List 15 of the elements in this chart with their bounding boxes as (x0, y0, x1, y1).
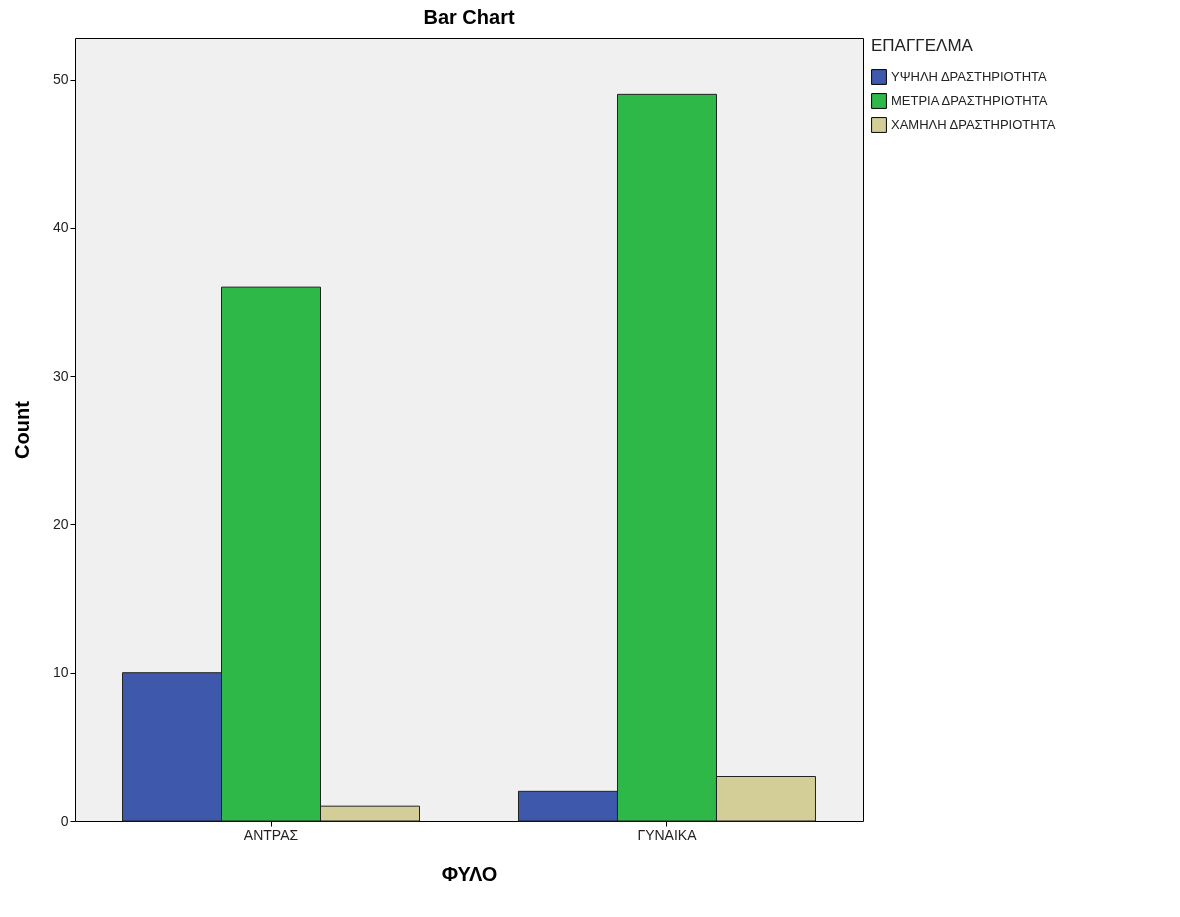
legend-label: ΜΕΤΡΙΑ ΔΡΑΣΤΗΡΙΟΤΗΤΑ (891, 93, 1048, 108)
y-tick-label: 20 (52, 515, 69, 532)
x-tick-label: ΑΝΤΡΑΣ (243, 826, 299, 843)
x-axis-title: ΦΥΛΟ (441, 862, 498, 885)
y-tick-label: 40 (52, 219, 69, 236)
y-tick-label: 50 (52, 71, 69, 88)
chart-title: Bar Chart (423, 6, 515, 28)
y-tick-label: 10 (52, 664, 69, 681)
legend-label: ΧΑΜΗΛΗ ΔΡΑΣΤΗΡΙΟΤΗΤΑ (891, 117, 1056, 132)
y-axis-title: Count (10, 400, 33, 459)
legend-label: ΥΨΗΛΗ ΔΡΑΣΤΗΡΙΟΤΗΤΑ (891, 69, 1048, 84)
y-tick-label: 30 (52, 367, 69, 384)
legend-title: ΕΠΑΓΓΕΛΜΑ (871, 36, 974, 55)
x-tick-label: ΓΥΝΑΙΚΑ (637, 826, 698, 843)
y-tick-label: 0 (60, 812, 69, 829)
